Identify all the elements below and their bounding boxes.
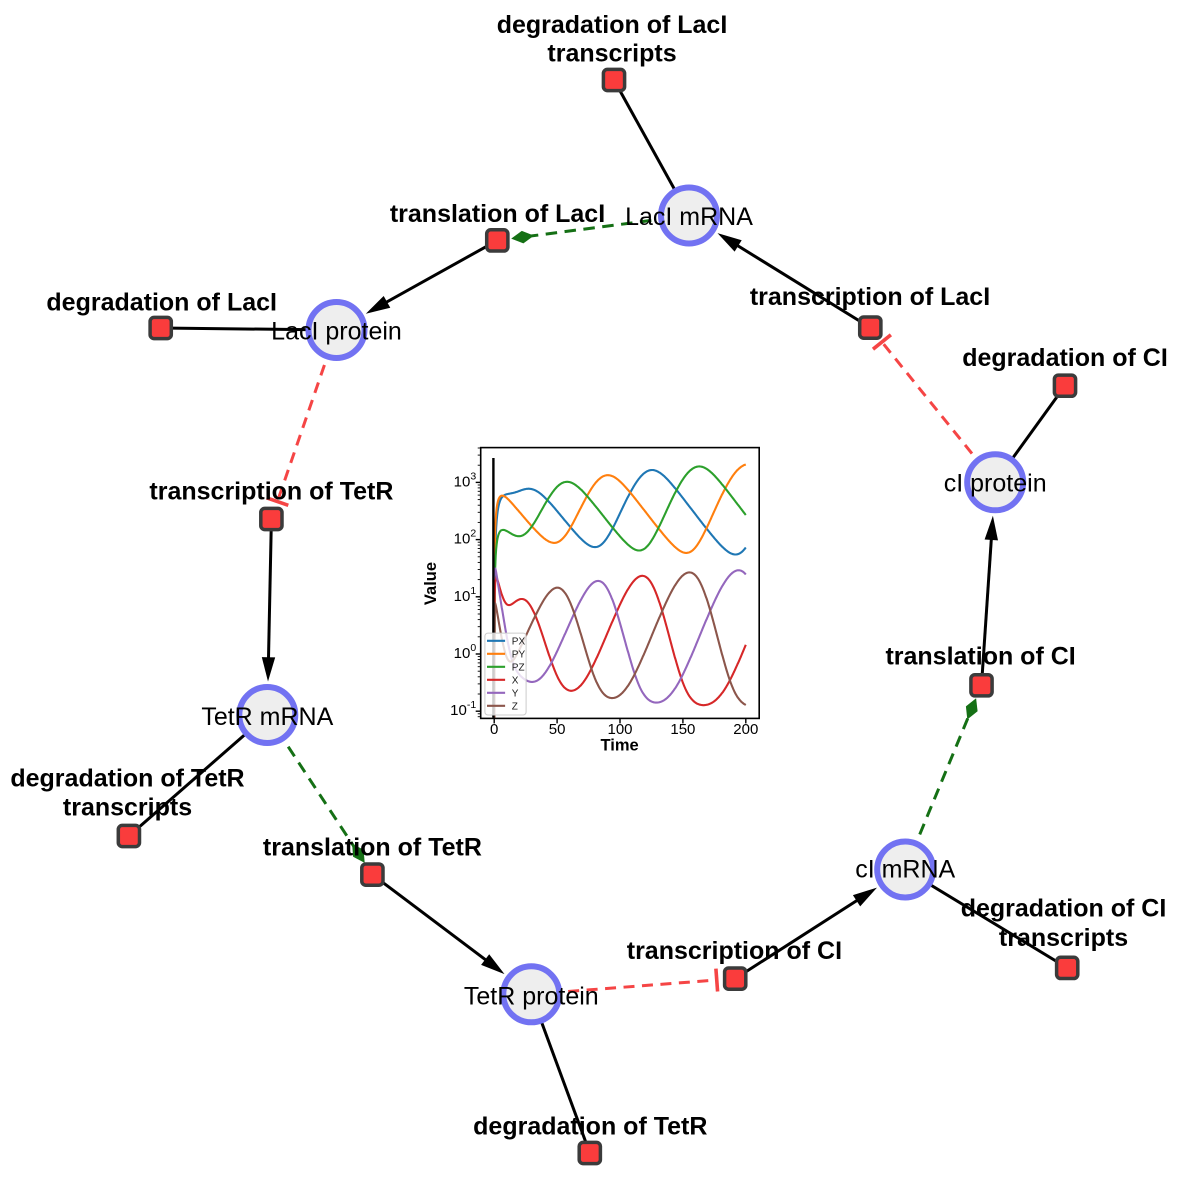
svg-text:LacI protein: LacI protein — [271, 318, 402, 346]
svg-text:transcription of LacI: transcription of LacI — [750, 283, 990, 311]
svg-text:degradation of TetR: degradation of TetR — [10, 765, 244, 793]
svg-text:TetR mRNA: TetR mRNA — [201, 703, 333, 731]
svg-text:100: 100 — [607, 721, 632, 738]
svg-text:Value: Value — [422, 562, 440, 605]
svg-text:Y: Y — [512, 688, 519, 699]
svg-text:degradation of LacI: degradation of LacI — [46, 289, 277, 317]
svg-text:Time: Time — [600, 737, 638, 755]
svg-text:degradation of CI: degradation of CI — [961, 895, 1167, 923]
svg-text:150: 150 — [670, 721, 695, 738]
svg-text:transcripts: transcripts — [999, 924, 1128, 952]
svg-text:transcription of CI: transcription of CI — [627, 937, 842, 965]
svg-text:0: 0 — [490, 721, 498, 738]
svg-text:PY: PY — [512, 649, 526, 660]
svg-text:PX: PX — [512, 636, 526, 647]
svg-text:LacI mRNA: LacI mRNA — [625, 203, 753, 231]
svg-text:degradation of CI: degradation of CI — [962, 344, 1168, 372]
svg-text:cI mRNA: cI mRNA — [855, 856, 955, 884]
svg-text:200: 200 — [733, 721, 758, 738]
svg-text:translation of TetR: translation of TetR — [263, 833, 482, 861]
svg-text:translation of LacI: translation of LacI — [390, 200, 605, 228]
svg-text:degradation of TetR: degradation of TetR — [473, 1113, 707, 1141]
svg-text:PZ: PZ — [512, 662, 525, 673]
svg-text:transcription of TetR: transcription of TetR — [149, 478, 393, 506]
svg-text:transcripts: transcripts — [63, 793, 192, 821]
svg-text:TetR protein: TetR protein — [464, 983, 599, 1011]
svg-text:X: X — [512, 675, 519, 686]
svg-text:cI protein: cI protein — [944, 470, 1047, 498]
svg-text:degradation of LacI: degradation of LacI — [497, 11, 728, 39]
svg-text:Z: Z — [512, 701, 518, 712]
svg-text:translation of CI: translation of CI — [885, 643, 1075, 671]
svg-text:transcripts: transcripts — [547, 39, 676, 67]
svg-text:50: 50 — [549, 721, 566, 738]
